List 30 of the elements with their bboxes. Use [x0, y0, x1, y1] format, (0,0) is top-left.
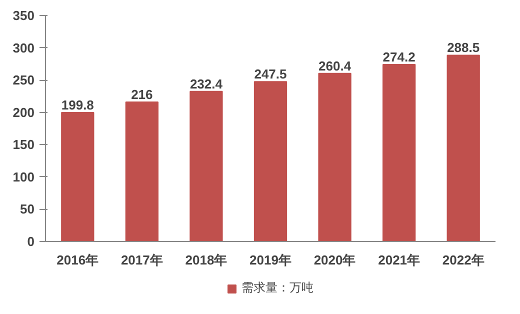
bar: [61, 112, 94, 242]
bar: [125, 102, 158, 242]
x-tick-label: 2021年: [378, 252, 420, 268]
data-label: 232.4: [190, 76, 224, 92]
bar: [318, 72, 352, 242]
x-tick-label: 2020年: [314, 252, 356, 268]
x-tick-label: 2016年: [56, 252, 99, 268]
bar: [254, 81, 288, 242]
x-tick-label: 2018年: [185, 252, 228, 268]
data-label: 247.5: [254, 66, 287, 82]
data-label: 260.4: [318, 58, 352, 74]
y-tick-label: 150: [12, 137, 35, 152]
y-tick-label: 350: [12, 8, 35, 23]
data-label: 199.8: [61, 97, 94, 112]
y-tick-label: 100: [12, 169, 35, 184]
x-tick-label: 2019年: [250, 252, 292, 268]
x-tick-label: 2022年: [442, 252, 484, 268]
x-tick-label: 2017年: [120, 252, 163, 268]
data-label: 288.5: [447, 40, 480, 56]
y-tick-label: 50: [20, 202, 35, 217]
bar: [446, 54, 480, 242]
bar: [382, 64, 416, 242]
y-tick-label: 300: [12, 40, 35, 56]
legend-label: 需求量：万吨: [242, 280, 314, 296]
data-label: 216: [131, 87, 153, 102]
bar: [190, 90, 223, 242]
y-tick-label: 0: [27, 234, 35, 249]
y-tick-label: 200: [12, 104, 35, 120]
y-tick-label: 250: [12, 72, 35, 88]
data-label: 274.2: [382, 49, 416, 64]
